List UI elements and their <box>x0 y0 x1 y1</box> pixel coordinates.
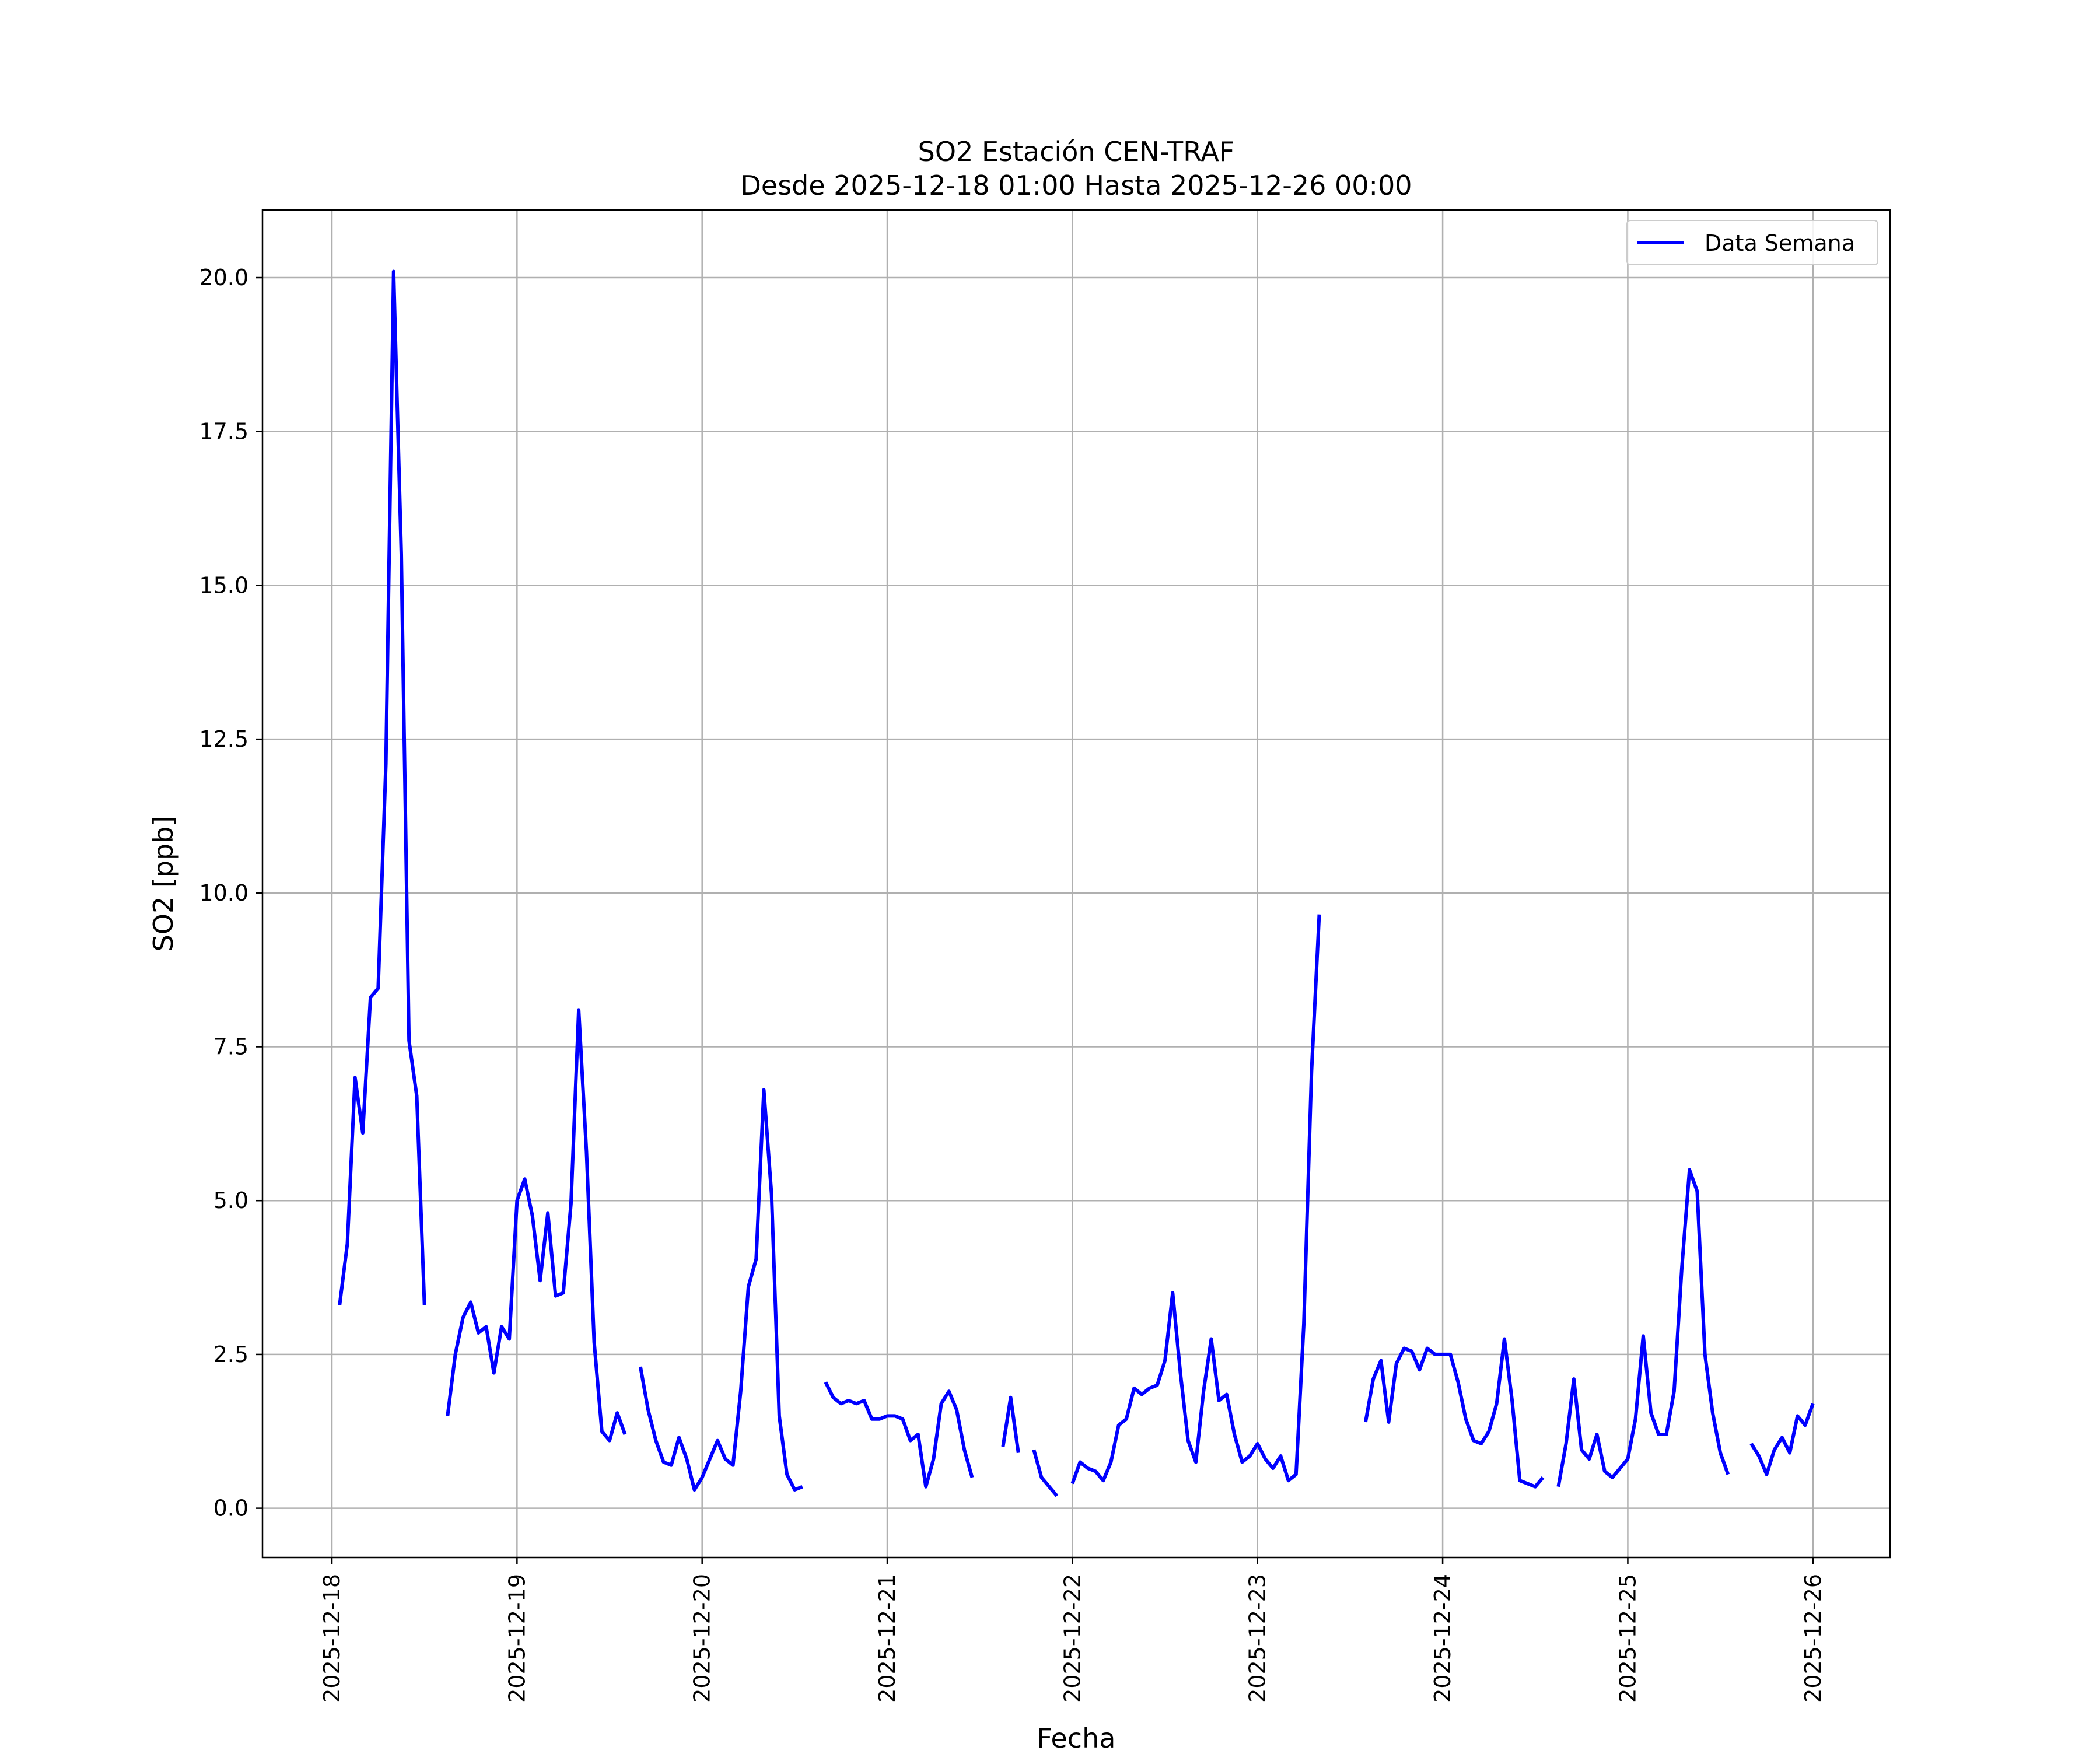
series-line-segment <box>1032 1449 1059 1497</box>
series-line-segment <box>1363 1337 1545 1489</box>
y-tick-label: 15.0 <box>199 572 249 598</box>
x-tick-label: 2025-12-25 <box>1615 1574 1640 1703</box>
series-line-segment <box>1556 1168 1730 1488</box>
y-tick-label: 12.5 <box>199 726 249 752</box>
series-line-segment <box>1001 1395 1020 1454</box>
y-tick-label: 2.5 <box>214 1342 249 1367</box>
legend: Data Semana <box>1626 220 1878 265</box>
y-tick-label: 0.0 <box>214 1496 249 1521</box>
axis-ticks: 0.0 2.5 5.0 7.5 10.0 12.5 15.0 17.5 20.0 2025-12-… <box>199 265 1825 1703</box>
x-tick-label: 2025-12-19 <box>504 1574 530 1703</box>
x-axis-label: Fecha <box>1037 1723 1116 1750</box>
y-tick-label: 17.5 <box>199 419 249 444</box>
y-tick-label: 7.5 <box>214 1034 249 1060</box>
chart-title: SO2 Estación CEN-TRAF <box>918 136 1235 167</box>
legend-box <box>1626 220 1878 265</box>
series-data-semana <box>338 270 1815 1497</box>
y-tick-label: 5.0 <box>214 1188 249 1213</box>
x-tick-label: 2025-12-24 <box>1430 1574 1455 1703</box>
x-tick-label: 2025-12-21 <box>874 1574 900 1703</box>
grid <box>262 210 1890 1558</box>
y-tick-label: 20.0 <box>199 265 249 290</box>
series-line-segment <box>1070 914 1321 1485</box>
series-line-segment <box>338 270 426 1306</box>
y-tick-label: 10.0 <box>199 880 249 906</box>
series-line-segment <box>1749 1403 1815 1476</box>
y-axis-label: SO2 [ppb] <box>148 816 179 952</box>
x-tick-label: 2025-12-26 <box>1800 1574 1826 1703</box>
x-tick-label: 2025-12-18 <box>319 1574 345 1703</box>
plot-area-background <box>262 210 1890 1558</box>
x-tick-label: 2025-12-22 <box>1059 1574 1085 1703</box>
series-line-segment <box>446 1008 627 1443</box>
plot-frame <box>261 209 1891 1559</box>
series-line-segment <box>824 1381 974 1489</box>
legend-label: Data Semana <box>1704 230 1855 256</box>
x-tick-label: 2025-12-20 <box>690 1574 715 1703</box>
series-line-segment <box>638 1088 803 1492</box>
chart-subtitle: Desde 2025-12-18 01:00 Hasta 2025-12-26 … <box>740 170 1412 201</box>
x-tick-label: 2025-12-23 <box>1245 1574 1270 1703</box>
